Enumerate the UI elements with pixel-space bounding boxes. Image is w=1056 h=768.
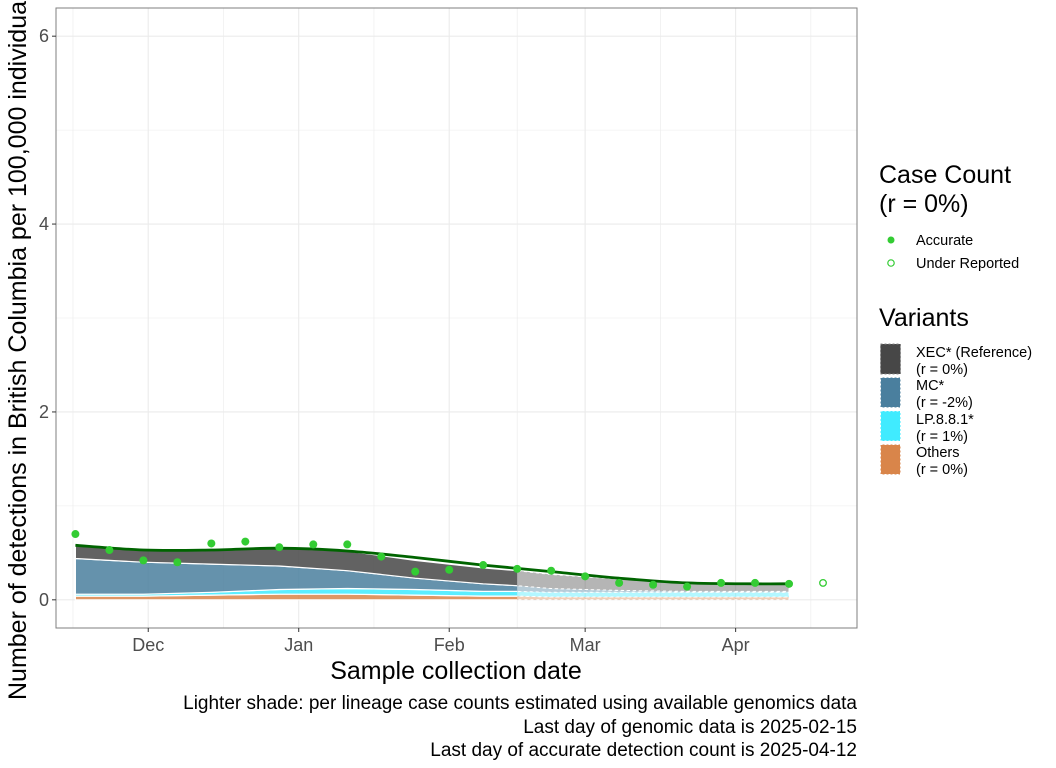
point-accurate: [751, 578, 760, 587]
stacked-areas: [74, 544, 790, 601]
point-accurate: [513, 564, 522, 573]
legend-variant-rate-xec: (r = 0%): [916, 362, 968, 378]
legend-key-others: [880, 444, 901, 475]
point-accurate: [71, 530, 80, 539]
grid: [56, 8, 857, 628]
legend-accurate-marker: [887, 236, 895, 244]
y-axis-ticks: 0 2 4 6: [39, 26, 56, 610]
legend-case-title: Case Count: [879, 161, 1011, 189]
legend-under-reported-marker: [887, 259, 895, 267]
x-axis-ticks: Dec Jan Feb Mar Apr: [132, 628, 750, 655]
x-tick-label: Feb: [434, 635, 465, 655]
caption-line-2: Last day of genomic data is 2025-02-15: [523, 717, 857, 738]
y-axis-title: Number of detections in British Columbia…: [4, 0, 32, 700]
x-tick-label: Apr: [722, 635, 750, 655]
point-accurate: [649, 580, 658, 589]
point-accurate: [615, 578, 624, 587]
point-accurate: [547, 566, 556, 575]
x-tick-label: Dec: [132, 635, 164, 655]
y-tick-label: 0: [39, 590, 49, 610]
legend-key-xec-reference: [880, 343, 901, 375]
point-accurate: [275, 543, 284, 552]
case-points: [71, 530, 827, 591]
panel-border: [55, 7, 858, 629]
legend-variants: Variants XEC* (Reference) (r = 0%) MC* (…: [879, 304, 1032, 478]
legend-variant-rate-others: (r = 0%): [916, 462, 968, 478]
point-accurate: [241, 537, 250, 546]
x-tick-label: Mar: [570, 635, 601, 655]
point-accurate: [105, 546, 114, 555]
legend-variant-name-xec: XEC* (Reference): [916, 345, 1032, 361]
point-accurate: [343, 540, 352, 549]
point-accurate: [411, 567, 420, 576]
legend-case-subtitle: (r = 0%): [879, 190, 969, 218]
point-accurate: [445, 565, 454, 574]
point-accurate: [479, 561, 488, 570]
area-mc-estimated: [517, 585, 790, 593]
legend-accurate-label: Accurate: [916, 233, 973, 249]
legend-key-lp-8-8-1: [880, 410, 901, 442]
legend-variant-name-lp: LP.8.8.1*: [916, 412, 974, 428]
legend-case-count: Case Count (r = 0%) Accurate Under Repor…: [879, 161, 1019, 272]
legend-key-mc: [880, 377, 901, 408]
legend-variants-title: Variants: [879, 304, 969, 332]
point-accurate: [207, 539, 216, 548]
legend-variant-name-others: Others: [916, 445, 960, 461]
point-accurate: [581, 572, 590, 581]
point-accurate: [717, 578, 726, 587]
point-accurate: [683, 582, 692, 591]
caption-line-1: Lighter shade: per lineage case counts e…: [183, 693, 857, 714]
x-tick-label: Jan: [284, 635, 313, 655]
x-axis-title: Sample collection date: [330, 657, 582, 685]
legend-under-reported-label: Under Reported: [916, 256, 1019, 272]
legend-variant-rate-mc: (r = -2%): [916, 395, 973, 411]
point-accurate: [377, 552, 386, 561]
legend-variant-name-mc: MC*: [916, 378, 945, 394]
y-tick-label: 6: [39, 26, 49, 46]
y-tick-label: 4: [39, 214, 49, 234]
point-accurate: [173, 558, 182, 567]
point-accurate: [785, 579, 794, 588]
point-under-reported: [819, 578, 827, 587]
point-accurate: [139, 556, 148, 565]
point-accurate: [309, 540, 318, 549]
y-tick-label: 2: [39, 402, 49, 422]
caption-line-3: Last day of accurate detection count is …: [430, 740, 857, 761]
legend-variant-rate-lp: (r = 1%): [916, 429, 968, 445]
